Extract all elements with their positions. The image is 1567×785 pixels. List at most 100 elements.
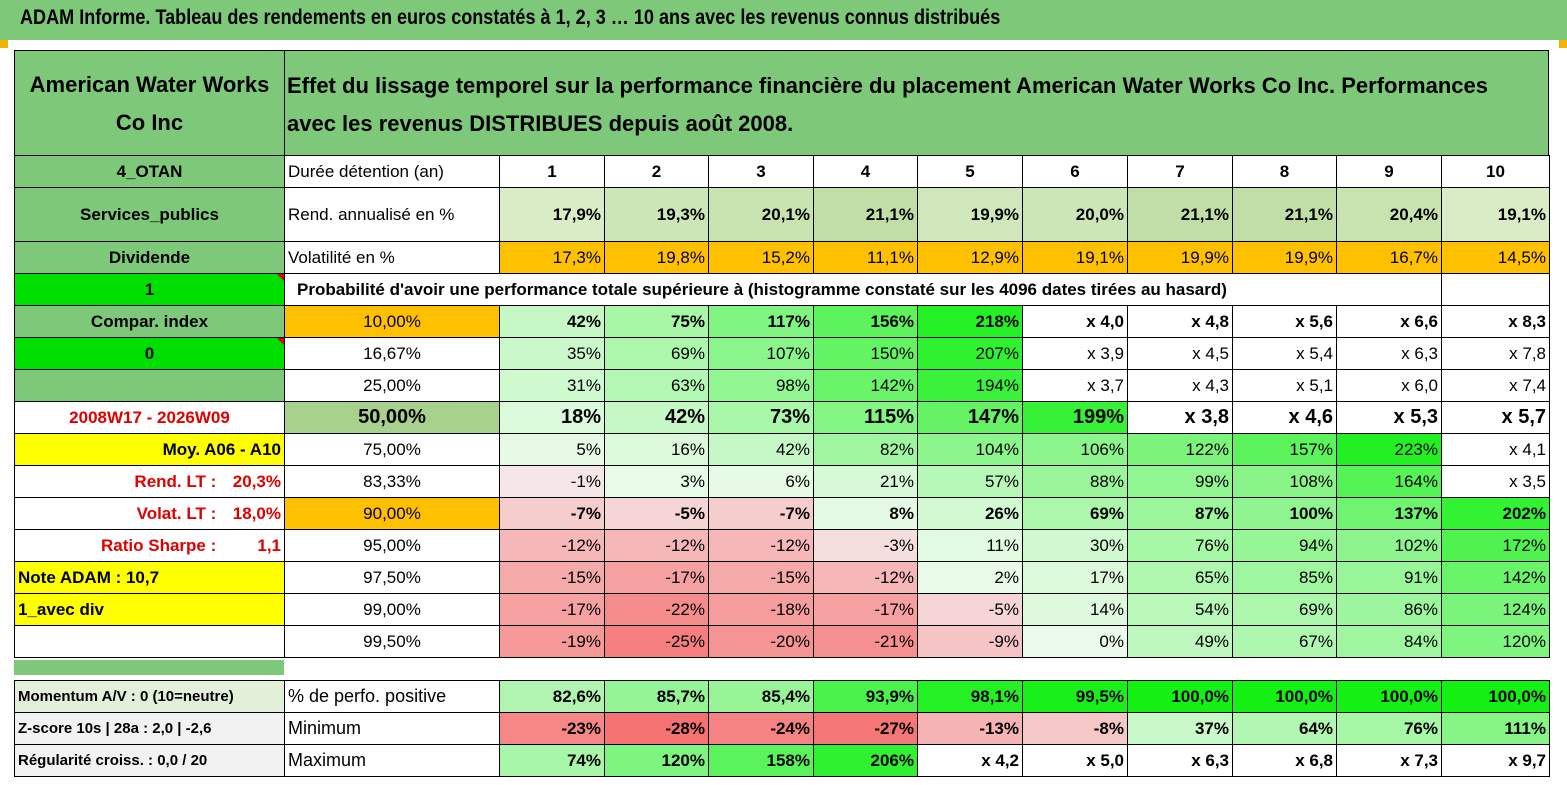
probability-cell: 31% — [499, 369, 605, 402]
probability-cell: 11% — [917, 529, 1023, 562]
summary-cell: 37% — [1127, 712, 1233, 745]
duration-cell: 1 — [499, 155, 605, 188]
row-left-label: Rend. LT : 20,3% — [14, 465, 285, 498]
annual-return-cell: 21,1% — [1127, 187, 1233, 242]
summary-cell: x 7,3 — [1336, 744, 1442, 777]
row-left-label: Ratio Sharpe : 1,1 — [14, 529, 285, 562]
annual-return-cell: 19,9% — [917, 187, 1023, 242]
summary-table: Momentum A/V : 0 (10=neutre)% de perfo. … — [14, 680, 1550, 777]
probability-cell: x 5,4 — [1232, 337, 1337, 370]
probability-cell: x 8,3 — [1441, 305, 1550, 338]
probability-cell: 156% — [813, 305, 918, 338]
volatility-cell: 19,9% — [1232, 241, 1337, 274]
percentile-cell: 10,00% — [284, 305, 500, 338]
summary-cell: -28% — [604, 712, 709, 745]
left-metric-value: 1,1 — [257, 535, 281, 555]
probability-cell: 3% — [604, 465, 709, 498]
percentile-cell: 97,50% — [284, 561, 500, 594]
annual-return-cell: 19,3% — [604, 187, 709, 242]
annual-return-cell: 19,1% — [1441, 187, 1550, 242]
probability-cell: 150% — [813, 337, 918, 370]
left-metric-label: Rend. LT : — [134, 471, 217, 491]
probability-cell: 21% — [813, 465, 918, 498]
title-bar: ADAM Informe. Tableau des rendements en … — [0, 0, 1567, 40]
probability-cell: 14% — [1022, 593, 1128, 626]
probability-cell: 17% — [1022, 561, 1128, 594]
probability-cell: 73% — [708, 401, 814, 434]
row-left-label — [14, 369, 285, 402]
left-metric-label: Ratio Sharpe : — [101, 535, 217, 555]
probability-cell: 99% — [1127, 465, 1233, 498]
percentile-cell: 50,00% — [284, 401, 500, 434]
annual-return-cell: 20,1% — [708, 187, 814, 242]
probability-cell: 69% — [1022, 497, 1128, 530]
summary-cell: x 6,8 — [1232, 744, 1337, 777]
probability-cell: -12% — [708, 529, 814, 562]
volatility-cell: 19,8% — [604, 241, 709, 274]
probability-cell: 98% — [708, 369, 814, 402]
annual-return-cell: 21,1% — [813, 187, 918, 242]
summary-cell: 64% — [1232, 712, 1337, 745]
probability-cell: -7% — [499, 497, 605, 530]
probability-cell: x 3,5 — [1441, 465, 1550, 498]
summary-cell: x 6,3 — [1127, 744, 1233, 777]
probability-cell: -1% — [499, 465, 605, 498]
volatility-cell: 16,7% — [1336, 241, 1442, 274]
probability-cell: 107% — [708, 337, 814, 370]
report-header: American Water Works Co Inc Effet du lis… — [14, 50, 1549, 156]
probability-cell: 94% — [1232, 529, 1337, 562]
duration-cell: 5 — [917, 155, 1023, 188]
probability-cell: x 4,8 — [1127, 305, 1233, 338]
row-label: Volatilité en % — [284, 241, 500, 274]
percentile-cell: 95,00% — [284, 529, 500, 562]
probability-cell: 0% — [1022, 625, 1128, 658]
probability-cell: 2% — [917, 561, 1023, 594]
row-left-label: 4_OTAN — [14, 155, 285, 188]
percentile-cell: 75,00% — [284, 433, 500, 466]
row-label: Durée détention (an) — [284, 155, 500, 188]
volatility-cell: 11,1% — [813, 241, 918, 274]
probability-cell: 87% — [1127, 497, 1233, 530]
probability-cell: 35% — [499, 337, 605, 370]
probability-cell: 124% — [1441, 593, 1550, 626]
probability-cell: x 5,7 — [1441, 401, 1550, 434]
summary-cell: x 4,2 — [917, 744, 1023, 777]
probability-cell: 218% — [917, 305, 1023, 338]
summary-cell: 82,6% — [499, 680, 605, 713]
probability-cell: 42% — [708, 433, 814, 466]
spacer-row — [14, 660, 284, 675]
volatility-cell: 19,1% — [1022, 241, 1128, 274]
probability-cell: 106% — [1022, 433, 1128, 466]
probability-cell: 164% — [1336, 465, 1442, 498]
left-metric-label: Volat. LT : — [136, 503, 217, 523]
probability-cell: 69% — [604, 337, 709, 370]
probability-cell: -3% — [813, 529, 918, 562]
probability-cell: 82% — [813, 433, 918, 466]
probability-cell: x 6,3 — [1336, 337, 1442, 370]
probability-cell: x 6,6 — [1336, 305, 1442, 338]
probability-cell: 88% — [1022, 465, 1128, 498]
probability-cell: 85% — [1232, 561, 1337, 594]
probability-cell: -7% — [708, 497, 814, 530]
probability-cell: 30% — [1022, 529, 1128, 562]
report-description: Effet du lissage temporel sur la perform… — [287, 73, 1488, 136]
probability-cell: x 4,5 — [1127, 337, 1233, 370]
row-left-label: Services_publics — [14, 187, 285, 242]
probability-cell: x 4,6 — [1232, 401, 1337, 434]
summary-cell: 93,9% — [813, 680, 918, 713]
probability-cell: 117% — [708, 305, 814, 338]
probability-cell: -12% — [499, 529, 605, 562]
probability-cell: x 7,4 — [1441, 369, 1550, 402]
row-left-label: Compar. index — [14, 305, 285, 338]
duration-cell: 10 — [1441, 155, 1550, 188]
probability-cell: 16% — [604, 433, 709, 466]
probability-cell: -5% — [604, 497, 709, 530]
probability-cell: -21% — [813, 625, 918, 658]
annual-return-cell: 20,0% — [1022, 187, 1128, 242]
probability-cell: -22% — [604, 593, 709, 626]
probability-cell: -9% — [917, 625, 1023, 658]
percentile-cell: 25,00% — [284, 369, 500, 402]
summary-row-label: % de perfo. positive — [284, 680, 500, 713]
summary-cell: -13% — [917, 712, 1023, 745]
probability-cell: 18% — [499, 401, 605, 434]
